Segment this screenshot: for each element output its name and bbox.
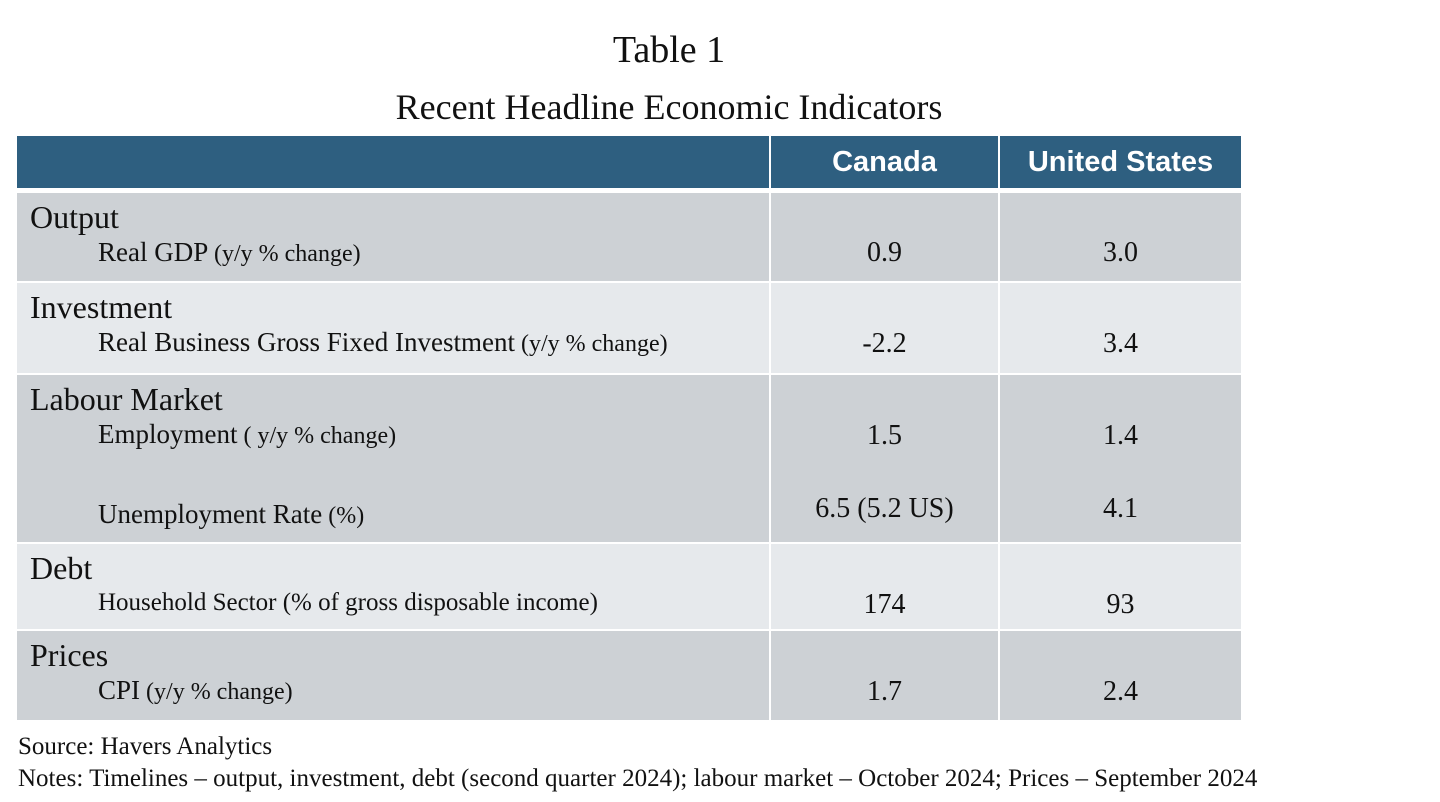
value-us: 1.4 [1103,420,1138,451]
value-canada: 6.5 (5.2 US) [815,493,954,524]
table-subtitle: Recent Headline Economic Indicators [395,87,943,127]
timeline-notes: Notes: Timelines – output, investment, d… [18,765,1258,792]
value-us: 3.0 [1103,237,1138,268]
value-canada: 174 [863,589,906,620]
category-label: Prices [30,637,109,673]
indicator-unit: (y/y % change) [140,679,293,705]
indicator-unit: (y/y % change) [214,241,361,267]
value-us: 2.4 [1103,676,1138,707]
value-canada: 1.7 [867,676,902,707]
category-label: Investment [30,289,173,325]
section-debt: Debt Household Sector (% of gross dispos… [17,544,1241,629]
value-us: 4.1 [1103,493,1138,524]
category-label: Output [30,199,119,235]
indicator-label: Real GDP [98,237,214,267]
indicator-unit: (%) [322,503,365,529]
indicator-label: Real Business Gross Fixed Investment [98,327,515,357]
value-canada: 1.5 [867,420,902,451]
indicators-table: Canada United States Output Real GDP (y/… [17,136,1241,720]
section-investment: Investment Real Business Gross Fixed Inv… [17,283,1241,373]
table-title: Table 1 [612,29,726,71]
indicator-unit: ( y/y % change) [237,423,397,449]
header-canada: Canada [770,136,1000,188]
indicator-label: Employment [98,419,238,449]
indicator-label: Household Sector (% of gross disposable … [98,589,598,616]
section-prices: Prices CPI (y/y % change) 1.7 2.4 [17,631,1241,720]
section-labour-market: Labour Market Employment ( y/y % change)… [17,375,1241,542]
header-blank [17,136,771,188]
section-output: Output Real GDP (y/y % change) 0.9 3.0 [17,193,1241,281]
value-us: 93 [1106,589,1135,620]
value-us: 3.4 [1103,328,1138,359]
value-canada: 0.9 [867,237,902,268]
indicator-label: Unemployment Rate [98,499,323,529]
category-label: Labour Market [30,381,223,417]
header-row: Canada United States [17,136,1241,188]
header-us: United States [999,136,1241,188]
category-label: Debt [30,550,93,586]
indicator-label: CPI [98,675,141,705]
value-canada: -2.2 [862,328,907,359]
source-note: Source: Havers Analytics [18,733,273,760]
indicator-unit: (y/y % change) [514,331,668,357]
